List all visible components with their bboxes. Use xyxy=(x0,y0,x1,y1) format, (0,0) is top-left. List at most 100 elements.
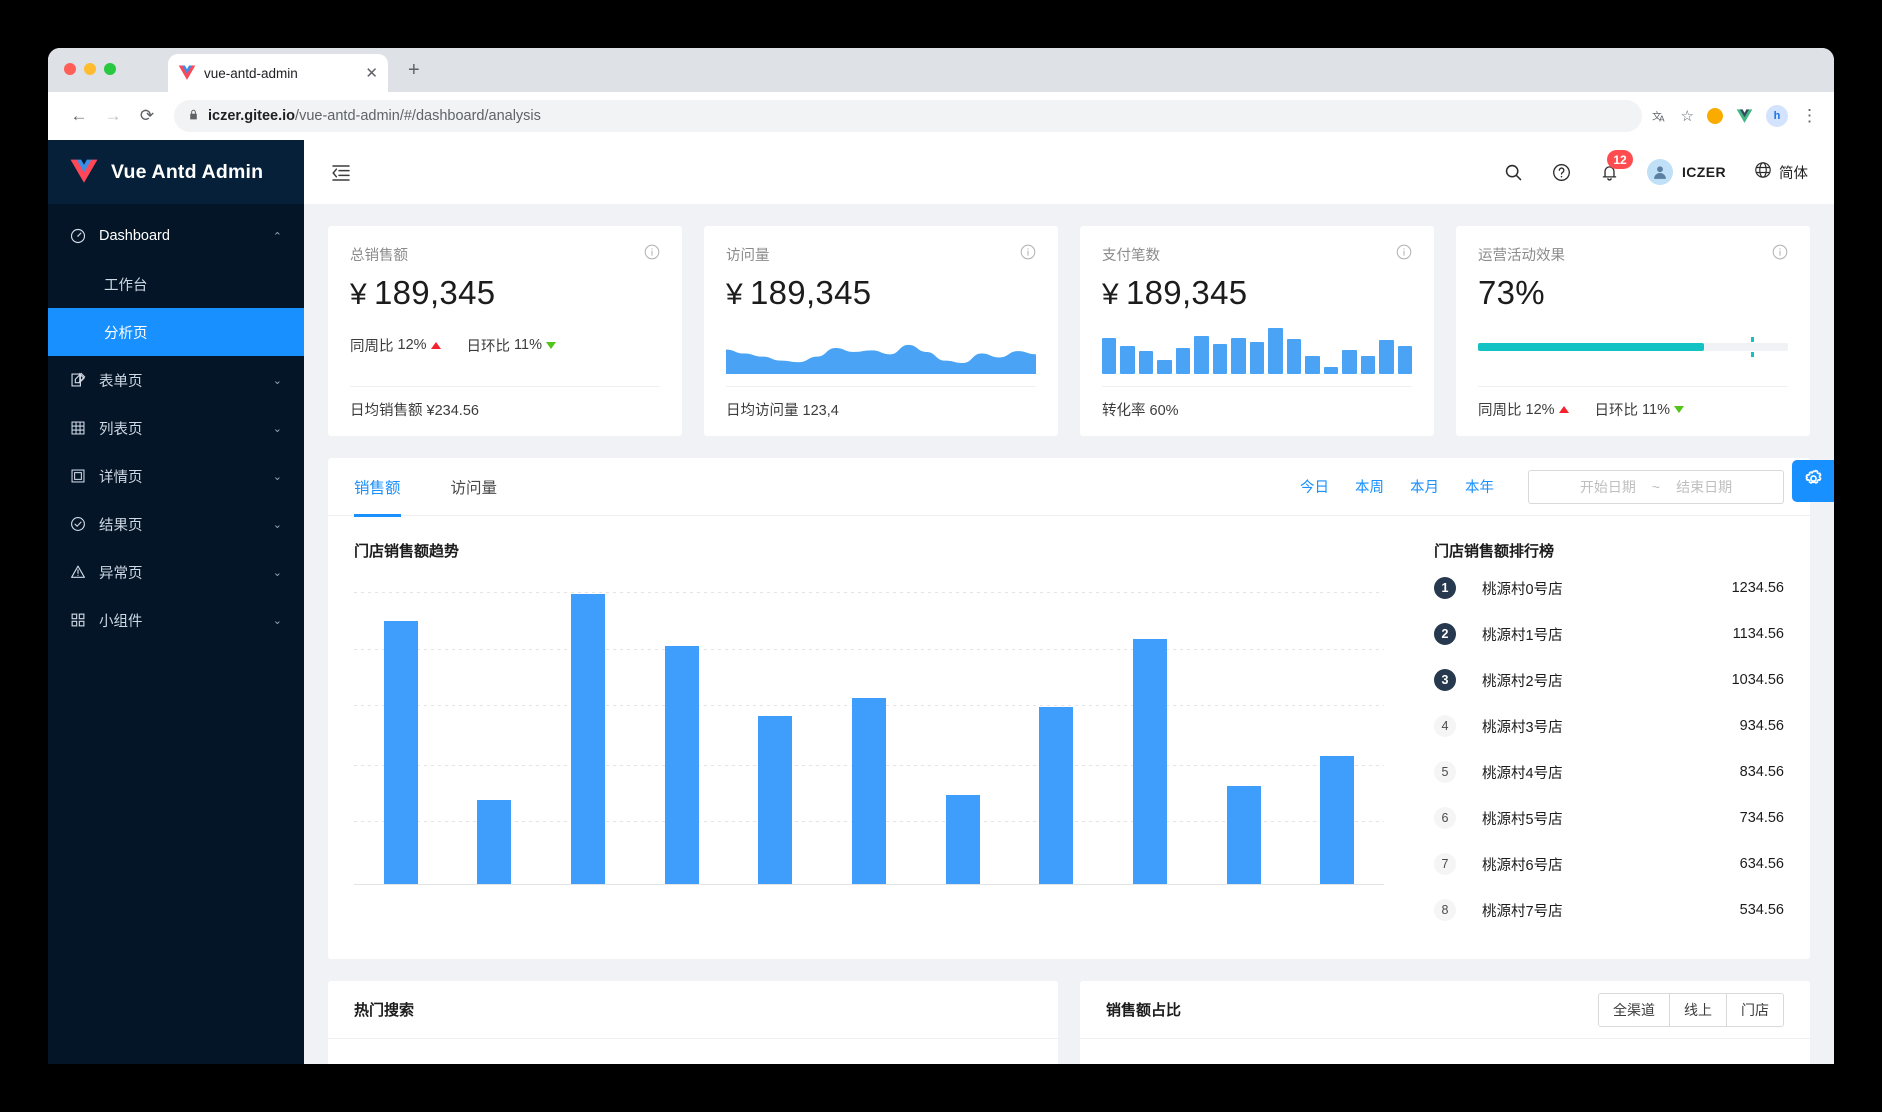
address-bar[interactable]: iczer.gitee.io/vue-antd-admin/#/dashboar… xyxy=(174,100,1642,132)
info-circle-icon[interactable] xyxy=(644,244,660,260)
browser-tab[interactable]: vue-antd-admin ✕ xyxy=(168,54,388,92)
bar[interactable] xyxy=(477,799,512,884)
close-tab-button[interactable]: ✕ xyxy=(365,64,378,82)
ranking-row[interactable]: 6 桃源村5号店 734.56 xyxy=(1434,799,1784,837)
bar[interactable] xyxy=(1039,707,1074,884)
info-circle-icon[interactable] xyxy=(1772,244,1788,260)
segment-online[interactable]: 线上 xyxy=(1670,993,1727,1026)
ranking-row[interactable]: 2 桃源村1号店 1134.56 xyxy=(1434,615,1784,653)
bar[interactable] xyxy=(1226,786,1261,884)
back-button[interactable]: ← xyxy=(70,106,88,125)
bar-slot[interactable] xyxy=(354,587,448,884)
extension-icon-orange[interactable] xyxy=(1707,108,1723,124)
reload-button[interactable]: ⟳ xyxy=(139,106,155,125)
settings-drawer-button[interactable] xyxy=(1792,460,1834,502)
sidebar-item-label: 详情页 xyxy=(99,469,143,486)
menu-fold-icon[interactable] xyxy=(330,161,352,183)
top-header: 12 ICZER xyxy=(304,140,1834,204)
sidebar-item-dashboard[interactable]: Dashboard ⌃ xyxy=(48,212,304,260)
stat-card-visits: 访问量 ¥189,345 xyxy=(704,226,1058,436)
stat-cards-row: 总销售额 ¥189,345 xyxy=(328,226,1810,436)
sidebar-item-profile[interactable]: 详情页 ⌄ xyxy=(48,452,304,500)
sidebar-brand[interactable]: Vue Antd Admin xyxy=(48,140,304,204)
bar-slot[interactable] xyxy=(1009,587,1103,884)
bar[interactable] xyxy=(1320,756,1355,884)
url-path: /vue-antd-admin/#/dashboard/analysis xyxy=(295,108,541,124)
new-tab-button[interactable]: + xyxy=(408,59,420,81)
segment-all-channels[interactable]: 全渠道 xyxy=(1599,993,1670,1026)
stat-card-campaign: 运营活动效果 73% xyxy=(1456,226,1810,436)
stat-card-title: 支付笔数 xyxy=(1102,248,1160,264)
bar[interactable] xyxy=(758,716,793,884)
sidebar-item-workplace[interactable]: 工作台 xyxy=(48,260,304,308)
bar[interactable] xyxy=(1132,638,1167,884)
minimize-window-button[interactable] xyxy=(84,63,96,75)
info-circle-icon[interactable] xyxy=(1396,244,1412,260)
sidebar-item-components[interactable]: 小组件 ⌄ xyxy=(48,596,304,644)
bar-slot[interactable] xyxy=(1197,587,1291,884)
language-switcher[interactable]: 简体 xyxy=(1754,161,1808,183)
bar-slot[interactable] xyxy=(1290,587,1384,884)
trend-row: 同周比 12% 日环比 11% xyxy=(350,335,556,356)
close-window-button[interactable] xyxy=(64,63,76,75)
range-this-week[interactable]: 本周 xyxy=(1355,480,1384,496)
chevron-down-icon: ⌄ xyxy=(272,614,282,627)
progress-bar xyxy=(1478,337,1788,357)
bar[interactable] xyxy=(664,646,699,884)
bell-icon[interactable]: 12 xyxy=(1599,150,1633,182)
ranking-row[interactable]: 1 桃源村0号店 1234.56 xyxy=(1434,569,1784,607)
trend-value: 12% xyxy=(397,337,427,353)
browser-profile-avatar[interactable]: h xyxy=(1766,105,1788,127)
forward-button[interactable]: → xyxy=(104,106,122,125)
sidebar-item-list[interactable]: 列表页 ⌄ xyxy=(48,404,304,452)
sidebar-item-label: 结果页 xyxy=(99,517,143,534)
bar[interactable] xyxy=(571,594,606,884)
segment-store[interactable]: 门店 xyxy=(1727,993,1783,1026)
panel-title: 销售额占比 xyxy=(1106,1002,1182,1019)
bar[interactable] xyxy=(852,698,887,884)
sidebar-item-label: 异常页 xyxy=(99,565,143,582)
tab-visits[interactable]: 访问量 xyxy=(450,479,498,497)
bar[interactable] xyxy=(945,794,980,884)
date-start-input[interactable]: 开始日期 xyxy=(1579,478,1636,495)
date-end-input[interactable]: 结束日期 xyxy=(1676,478,1733,495)
date-range-picker[interactable]: 开始日期 ~ 结束日期 xyxy=(1528,469,1784,504)
bookmark-star-icon[interactable]: ☆ xyxy=(1680,108,1694,125)
sparkline-bar xyxy=(1231,337,1246,374)
sidebar-item-analysis[interactable]: 分析页 xyxy=(48,308,304,356)
browser-menu-button[interactable]: ⋮ xyxy=(1801,106,1818,125)
question-circle-icon[interactable] xyxy=(1551,162,1571,182)
ranking-row[interactable]: 8 桃源村7号店 534.56 xyxy=(1434,891,1784,929)
bar-slot[interactable] xyxy=(448,587,542,884)
range-today[interactable]: 今日 xyxy=(1300,480,1329,496)
sidebar-item-result[interactable]: 结果页 ⌄ xyxy=(48,500,304,548)
tab-sales[interactable]: 销售额 xyxy=(354,458,401,517)
maximize-window-button[interactable] xyxy=(104,63,116,75)
arrow-down-icon xyxy=(545,341,556,349)
bar-slot[interactable] xyxy=(1103,587,1197,884)
bar-slot[interactable] xyxy=(729,587,823,884)
info-circle-icon[interactable] xyxy=(1020,244,1036,260)
sidebar-item-exception[interactable]: 异常页 ⌄ xyxy=(48,548,304,596)
sidebar-item-form[interactable]: 表单页 ⌄ xyxy=(48,356,304,404)
stat-card-footer: 同周比 12% 日环比 11% xyxy=(1478,386,1788,420)
sparkline-bar xyxy=(1249,342,1265,374)
trend-label: 同周比 xyxy=(350,338,394,355)
bar-slot[interactable] xyxy=(916,587,1010,884)
ranking-row[interactable]: 4 桃源村3号店 934.56 xyxy=(1434,707,1784,745)
bar-slot[interactable] xyxy=(635,587,729,884)
window-controls[interactable] xyxy=(64,63,116,75)
ranking-row[interactable]: 5 桃源村4号店 834.56 xyxy=(1434,753,1784,791)
bar-slot[interactable] xyxy=(822,587,916,884)
range-this-month[interactable]: 本月 xyxy=(1410,480,1439,496)
user-menu[interactable]: ICZER xyxy=(1647,159,1726,185)
bar-slot[interactable] xyxy=(541,587,635,884)
search-icon[interactable] xyxy=(1503,162,1523,182)
ranking-row[interactable]: 7 桃源村6号店 634.56 xyxy=(1434,845,1784,883)
bar[interactable] xyxy=(383,621,418,884)
ranking-row[interactable]: 3 桃源村2号店 1034.56 xyxy=(1434,661,1784,699)
range-this-year[interactable]: 本年 xyxy=(1465,480,1494,496)
rank-store-name: 桃源村1号店 xyxy=(1482,627,1563,644)
extension-icon-vue[interactable] xyxy=(1736,108,1753,125)
